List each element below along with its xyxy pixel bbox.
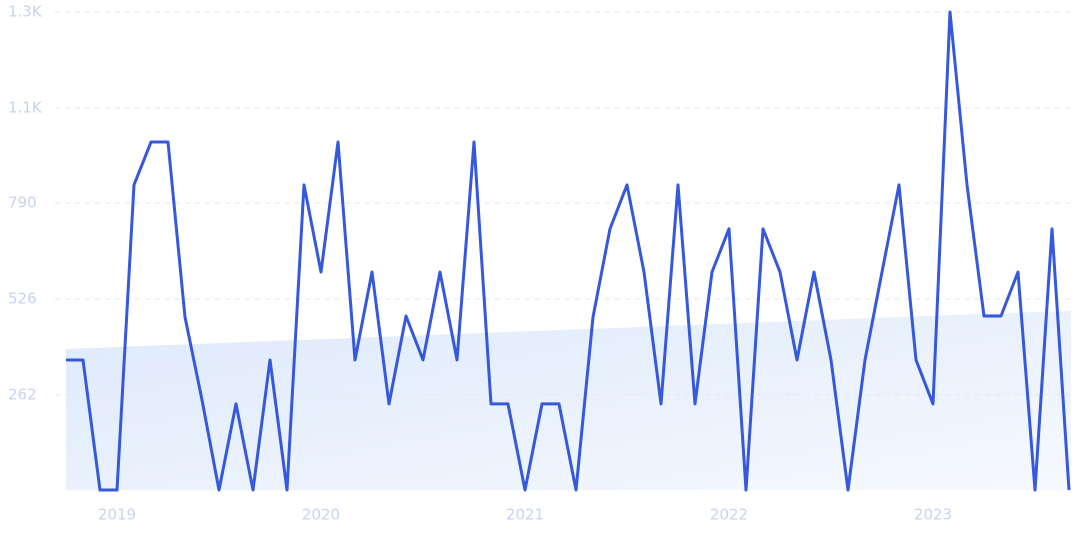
y-tick-label: 790 [8, 194, 37, 212]
y-tick-label: 1.1K [8, 98, 43, 116]
y-tick-label: 1.3K [8, 3, 43, 21]
trend-area [66, 311, 1071, 490]
y-tick-label: 262 [8, 385, 37, 403]
y-tick-label: 526 [8, 289, 37, 307]
x-tick-label: 2019 [98, 506, 136, 524]
trend-line [66, 10, 1071, 492]
x-tick-label: 2023 [914, 506, 952, 524]
x-tick-label: 2022 [710, 506, 748, 524]
x-tick-label: 2020 [302, 506, 340, 524]
x-tick-label: 2021 [506, 506, 544, 524]
